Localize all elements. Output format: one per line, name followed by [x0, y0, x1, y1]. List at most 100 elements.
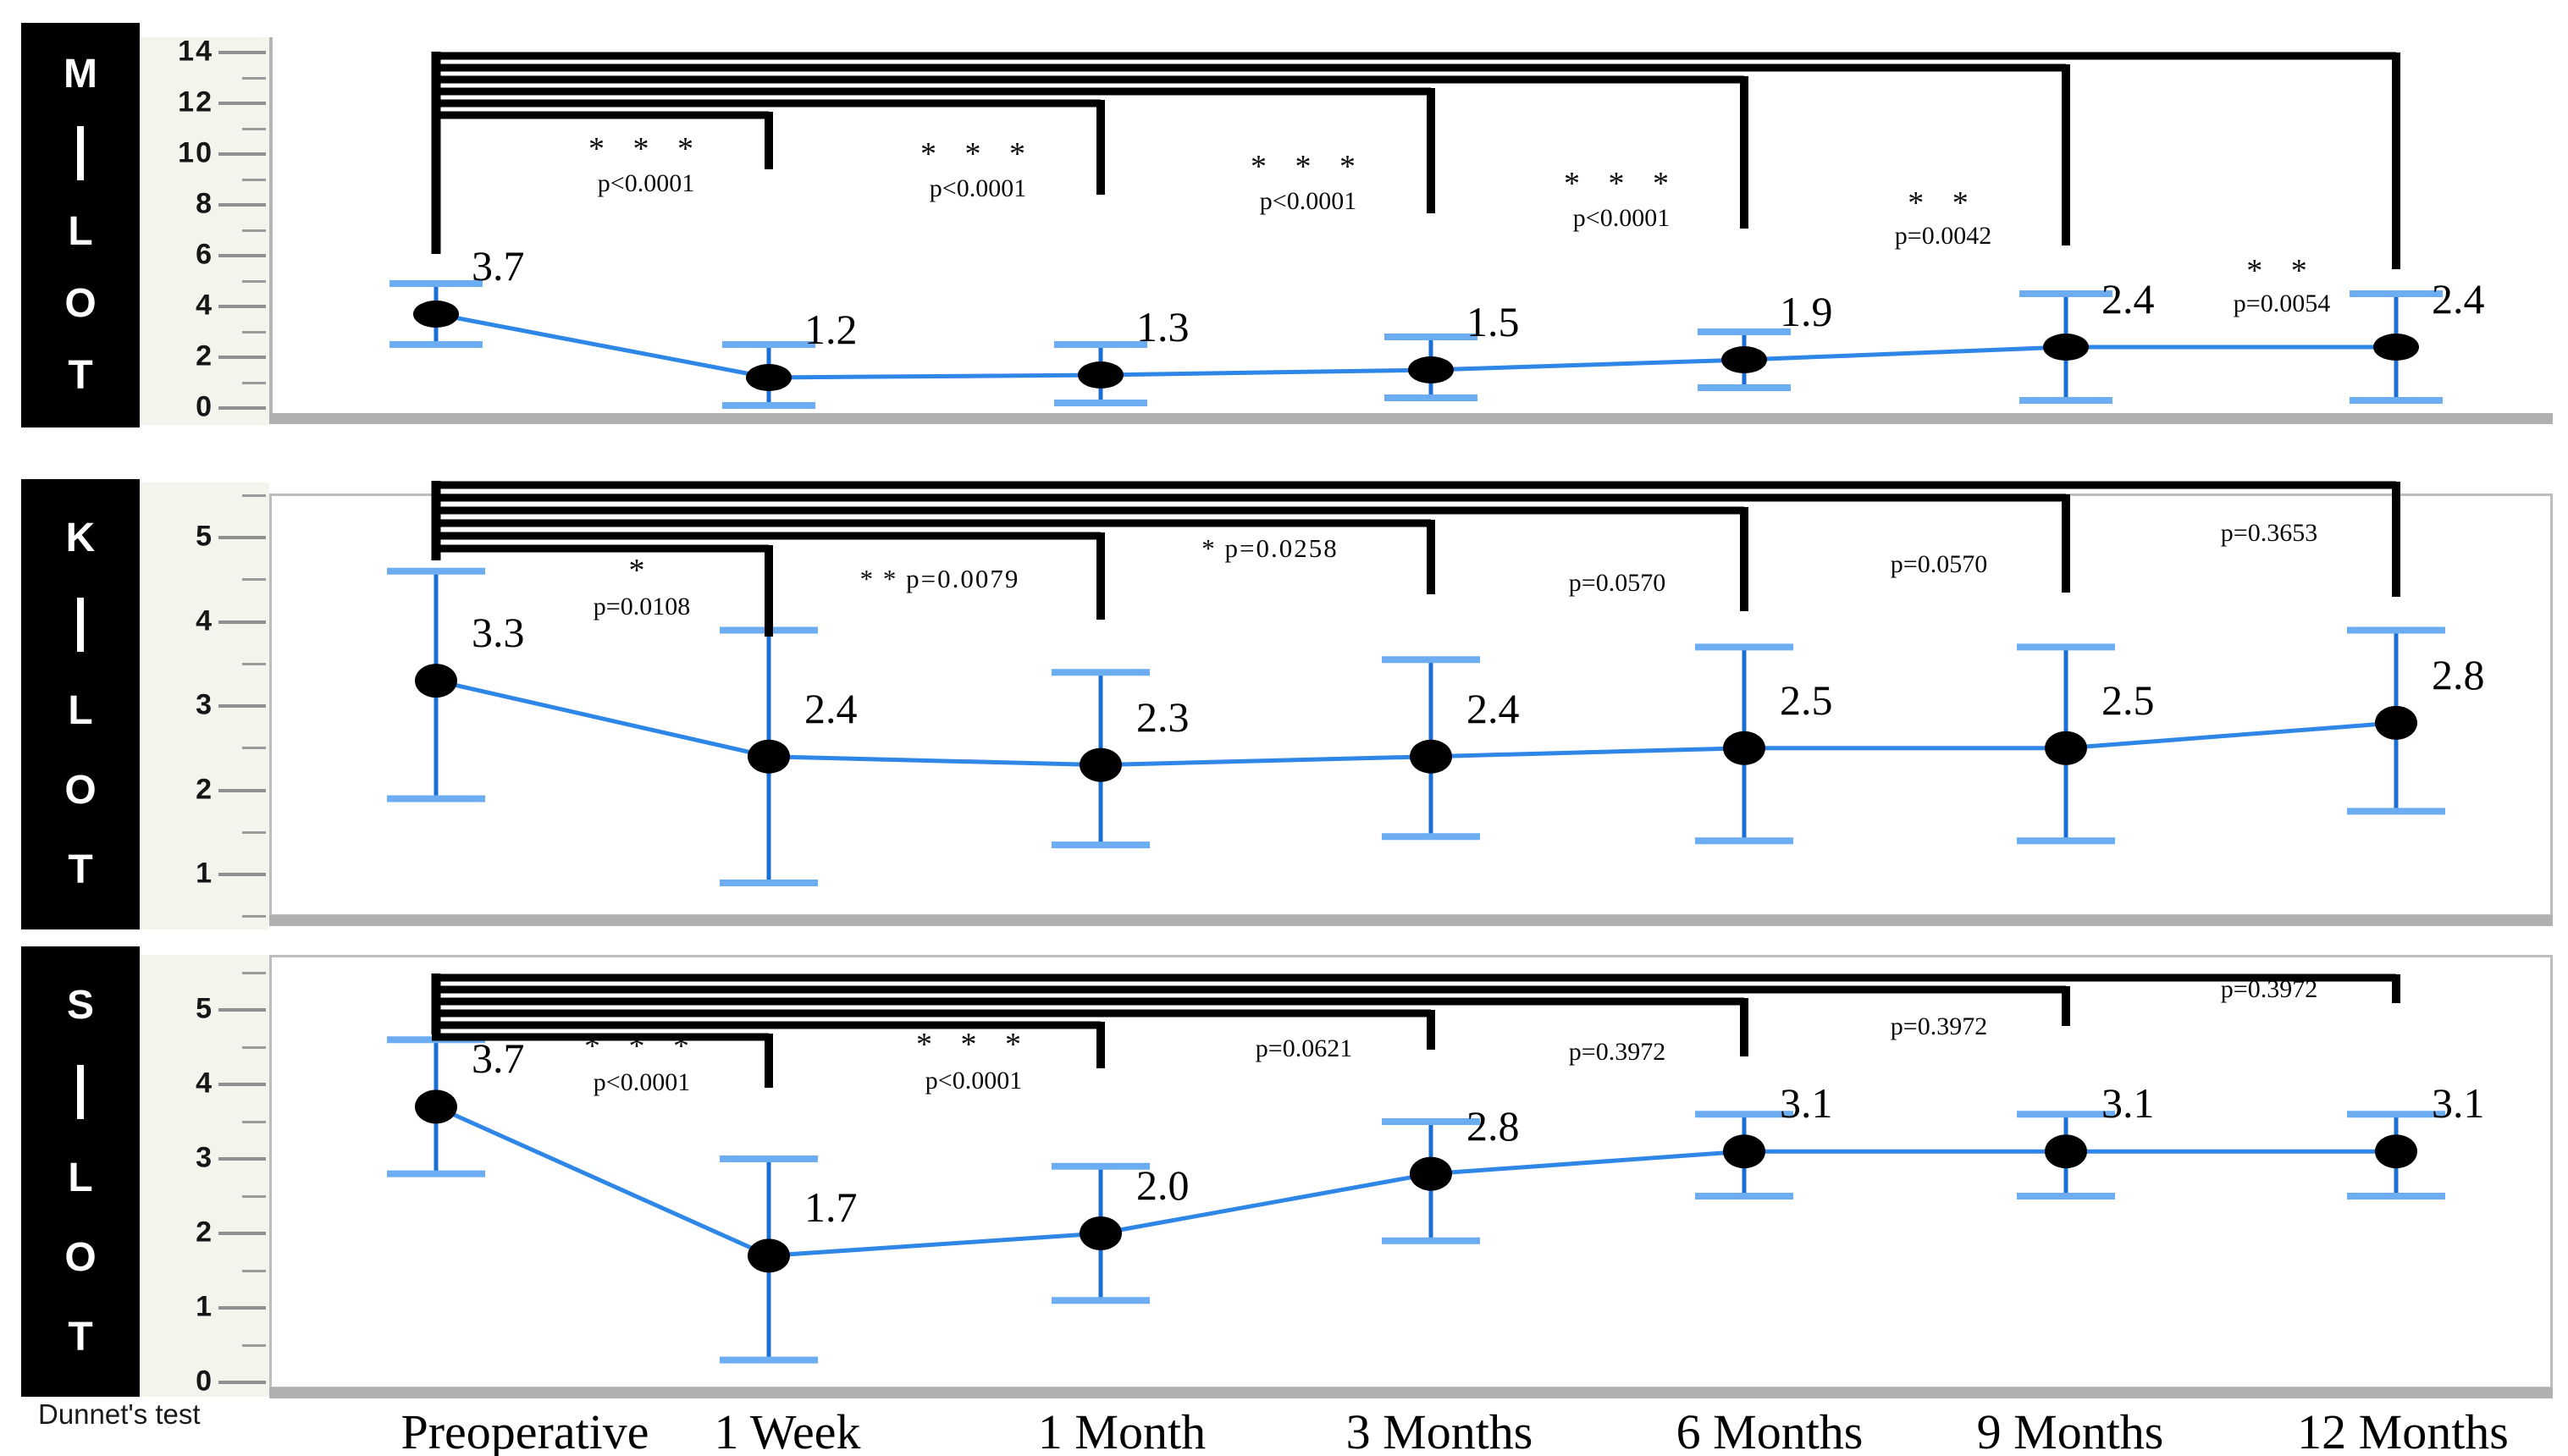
- p-value-label: p=0.3653: [2220, 519, 2318, 547]
- panel-label-char: O: [64, 281, 97, 326]
- trend-line: [435, 312, 2396, 380]
- y-tick-label: 12: [178, 85, 213, 119]
- data-point-value-label: 2.0: [1136, 1161, 1190, 1209]
- y-tick-label: 0: [196, 1365, 213, 1398]
- y-tick-label: 5: [196, 520, 213, 553]
- data-point-value-label: 3.7: [472, 242, 525, 290]
- panel-label-separator-bar: [77, 126, 84, 180]
- y-tick-label: 2: [196, 773, 213, 806]
- x-axis-label: 3 Months: [1345, 1404, 1533, 1456]
- y-tick-label: 14: [178, 35, 213, 68]
- y-tick-label: 8: [196, 187, 213, 220]
- data-point-value-label: 1.3: [1136, 303, 1190, 350]
- y-minor-tick-mark: [242, 178, 266, 181]
- data-point-value-label: 3.1: [2101, 1079, 2155, 1128]
- significance-stars: * * *: [1251, 149, 1366, 185]
- significance-stars: * *: [1908, 185, 1979, 221]
- data-point-value-label: 3.1: [2432, 1079, 2485, 1128]
- y-tick-mark: [218, 1083, 266, 1086]
- y-minor-tick-mark: [242, 76, 266, 80]
- significance-stars: * * *: [920, 136, 1035, 172]
- significance-stars: * * *: [584, 1029, 699, 1064]
- panel-label-char: O: [64, 1235, 97, 1280]
- x-axis-label: 1 Week: [714, 1404, 861, 1456]
- x-axis-bar: [269, 915, 2553, 926]
- y-axis-strip: [141, 955, 269, 1397]
- p-value-label: p<0.0001: [593, 1068, 691, 1096]
- p-value-label: p<0.0001: [1572, 204, 1671, 232]
- x-axis-label: 12 Months: [2297, 1404, 2509, 1456]
- p-value-label: p=0.0108: [593, 593, 691, 620]
- y-minor-tick-mark: [242, 915, 266, 918]
- y-tick-mark: [218, 254, 266, 257]
- x-axis-label: 6 Months: [1676, 1404, 1864, 1456]
- stats-test-label: Dunnet's test: [38, 1398, 201, 1430]
- significance-stars: * * *: [588, 131, 704, 167]
- p-value-label: p<0.0001: [925, 1067, 1023, 1095]
- data-point-value-label: 1.5: [1466, 298, 1520, 345]
- plot-border: [269, 494, 2553, 917]
- y-minor-tick-mark: [242, 1269, 266, 1272]
- significance-stars: * * *: [916, 1027, 1031, 1062]
- p-value-label: p=0.0054: [2233, 290, 2331, 317]
- data-point-value-label: 2.3: [1136, 692, 1190, 741]
- p-value-label: p=0.3972: [2220, 975, 2318, 1003]
- y-tick-label: 6: [196, 238, 213, 271]
- y-tick-label: 2: [196, 1216, 213, 1249]
- panel-label-char: T: [68, 353, 93, 398]
- panel-label-char: L: [68, 209, 93, 254]
- data-point-value-label: 2.4: [1466, 684, 1520, 732]
- data-point-value-label: 1.9: [1780, 288, 1833, 335]
- y-tick-mark: [218, 305, 266, 308]
- p-value-label: p<0.0001: [929, 174, 1027, 202]
- y-tick-mark: [218, 1381, 266, 1384]
- y-tick-label: 5: [196, 992, 213, 1025]
- data-point-value-label: 2.8: [1466, 1101, 1520, 1150]
- x-axis-label: 1 Month: [1037, 1404, 1207, 1456]
- y-tick-mark: [218, 704, 266, 708]
- y-tick-mark: [218, 406, 266, 410]
- panel-label-char: T: [68, 847, 93, 892]
- significance-inline-label: * * p=0.0079: [859, 564, 1020, 593]
- y-minor-tick-mark: [242, 1194, 266, 1198]
- x-axis-label: 9 Months: [1976, 1404, 2164, 1456]
- panel-label-char: M: [64, 52, 97, 97]
- panel-label-char: S: [66, 983, 94, 1028]
- data-point-marker: [413, 301, 459, 328]
- y-minor-tick-mark: [242, 1045, 266, 1049]
- y-tick-label: 10: [178, 136, 213, 169]
- data-point-value-label: 2.8: [2432, 650, 2485, 698]
- p-value-label: p=0.3972: [1568, 1038, 1666, 1066]
- y-minor-tick-mark: [242, 127, 266, 130]
- p-value-label: p<0.0001: [597, 169, 695, 197]
- p-value-label: p=0.0570: [1890, 550, 1988, 578]
- panel-label-separator-bar: [77, 1065, 84, 1119]
- significance-stars: * * *: [1564, 166, 1679, 201]
- y-minor-tick-mark: [242, 1120, 266, 1123]
- p-value-label: p=0.0570: [1568, 569, 1666, 597]
- y-tick-mark: [218, 1008, 266, 1012]
- data-point-marker: [1721, 346, 1767, 373]
- panel-label-char: L: [68, 688, 93, 733]
- y-axis-line: [269, 37, 273, 415]
- y-tick-mark: [218, 1157, 266, 1161]
- data-point-value-label: 3.1: [1780, 1079, 1833, 1128]
- y-minor-tick-mark: [242, 971, 266, 974]
- panel-label-char: L: [68, 1155, 93, 1200]
- data-point-value-label: 3.3: [472, 609, 525, 657]
- x-axis-bar: [269, 413, 2553, 424]
- panel-label-separator-bar: [77, 598, 84, 652]
- y-tick-mark: [218, 203, 266, 207]
- y-tick-label: 3: [196, 688, 213, 721]
- significance-stars: * *: [2246, 253, 2317, 289]
- data-point-marker: [746, 364, 792, 391]
- y-minor-tick-mark: [242, 1343, 266, 1347]
- significance-inline-label: * p=0.0258: [1201, 533, 1339, 563]
- panel-label-char: K: [65, 516, 96, 560]
- panel-label-char: T: [68, 1315, 93, 1359]
- x-axis-bar: [269, 1387, 2553, 1398]
- data-point-value-label: 1.7: [804, 1183, 858, 1232]
